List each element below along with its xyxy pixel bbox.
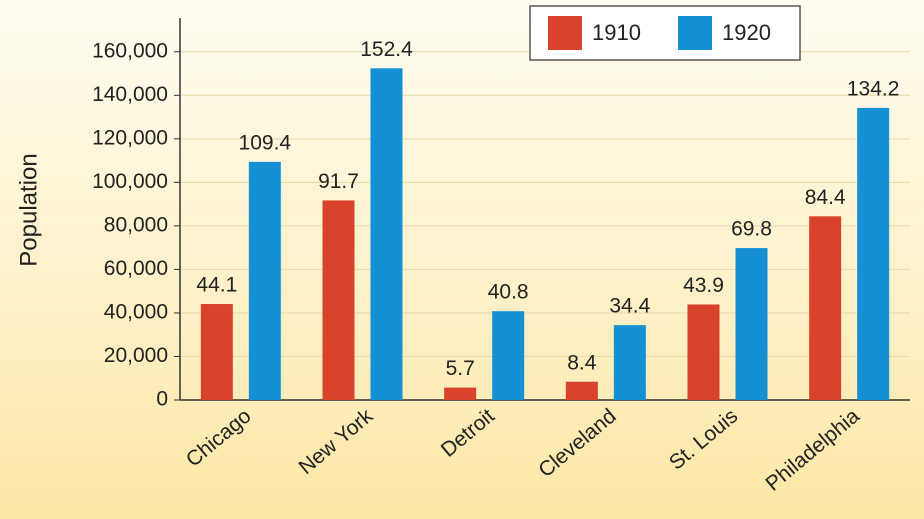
data-label: 43.9	[683, 274, 724, 297]
bar	[248, 161, 281, 400]
y-tick-label: 160,000	[92, 39, 168, 62]
bar	[370, 68, 403, 401]
bar	[200, 304, 233, 400]
bar	[613, 325, 646, 400]
y-tick-label: 0	[156, 388, 168, 411]
bar	[735, 248, 768, 400]
data-label: 84.4	[805, 186, 846, 209]
bar	[565, 381, 598, 400]
bar	[444, 387, 477, 400]
y-tick-label: 20,000	[104, 344, 168, 367]
legend-box	[529, 5, 801, 61]
bar	[322, 200, 355, 400]
data-label: 40.8	[488, 281, 529, 304]
legend-label: 1920	[722, 20, 771, 45]
legend-swatch	[548, 16, 582, 50]
data-label: 152.4	[360, 38, 413, 61]
bar	[857, 107, 890, 400]
bar	[492, 311, 525, 400]
y-tick-label: 40,000	[104, 300, 168, 323]
legend-swatch	[678, 16, 712, 50]
data-label: 8.4	[567, 351, 597, 374]
bar	[687, 304, 720, 400]
y-tick-label: 120,000	[92, 126, 168, 149]
y-tick-label: 60,000	[104, 257, 168, 280]
data-label: 109.4	[239, 131, 292, 154]
data-label: 134.2	[847, 77, 900, 100]
y-tick-label: 140,000	[92, 83, 168, 106]
data-label: 5.7	[446, 357, 475, 380]
y-tick-label: 80,000	[104, 213, 168, 236]
data-label: 34.4	[609, 295, 650, 318]
data-label: 69.8	[731, 218, 772, 241]
legend-label: 1910	[592, 20, 641, 45]
data-label: 91.7	[318, 170, 359, 193]
y-axis-label: Population	[15, 153, 42, 266]
data-label: 44.1	[196, 274, 237, 297]
y-tick-label: 100,000	[92, 170, 168, 193]
bar	[809, 216, 842, 400]
